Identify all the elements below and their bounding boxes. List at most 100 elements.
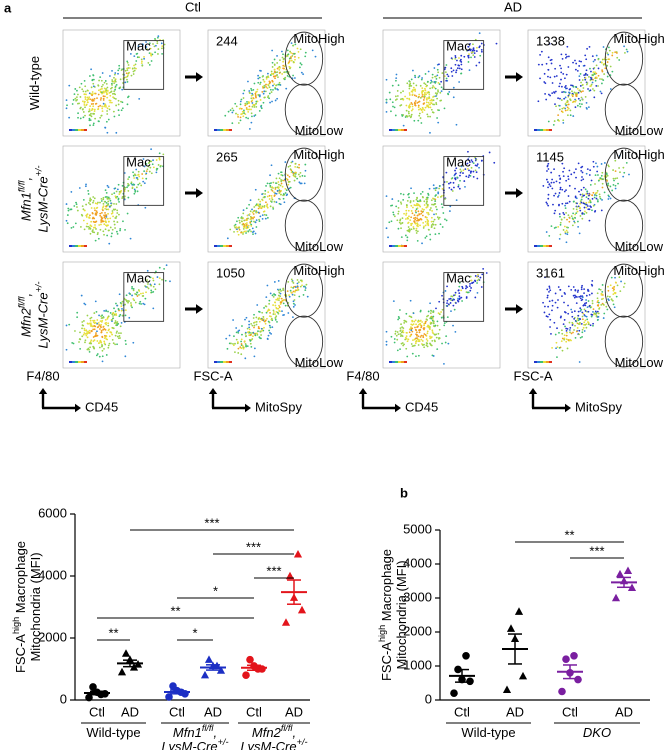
event-dot (141, 60, 143, 63)
event-dot (454, 54, 457, 57)
event-dot (593, 210, 596, 213)
event-dot (432, 325, 435, 327)
event-dot (76, 311, 79, 314)
event-dot (113, 76, 115, 79)
event-dot (242, 225, 245, 228)
event-dot (554, 301, 557, 304)
event-dot (435, 77, 438, 80)
event-dot (314, 55, 317, 58)
event-dot (101, 336, 104, 339)
event-dot (427, 97, 430, 100)
event-dot (416, 200, 419, 203)
event-dot (444, 218, 446, 221)
event-dot (305, 283, 308, 286)
event-dot (125, 76, 127, 79)
event-dot (590, 315, 593, 318)
event-dot (106, 131, 109, 134)
event-dot (240, 340, 243, 343)
event-dot (255, 316, 258, 319)
event-dot (572, 286, 575, 288)
event-dot (563, 225, 566, 228)
event-dot (418, 329, 420, 332)
event-dot (417, 320, 419, 323)
event-dot (549, 59, 552, 62)
event-dot (587, 321, 589, 323)
event-dot (242, 92, 245, 95)
event-dot (579, 73, 582, 75)
y-tick-label: 4000 (403, 555, 432, 570)
event-dot (253, 103, 256, 106)
event-dot (229, 109, 232, 112)
color-scale (546, 129, 549, 131)
event-dot (406, 97, 409, 100)
event-dot (136, 295, 139, 297)
event-dot (560, 53, 563, 56)
event-dot (424, 89, 427, 92)
event-dot (401, 335, 404, 338)
event-dot (452, 86, 455, 89)
event-dot (419, 310, 422, 313)
event-dot (549, 318, 552, 321)
event-dot (91, 107, 94, 110)
event-dot (243, 340, 246, 343)
event-dot (397, 212, 400, 215)
arrow-head (196, 72, 203, 82)
event-dot (259, 81, 262, 84)
event-dot (271, 294, 274, 297)
event-dot (245, 232, 247, 234)
event-dot (591, 209, 593, 212)
event-dot (271, 66, 274, 68)
event-dot (79, 226, 82, 228)
event-dot (436, 68, 439, 71)
event-dot (426, 222, 429, 224)
gate (284, 199, 324, 252)
event-dot (614, 170, 617, 173)
event-dot (130, 302, 132, 304)
event-dot (413, 101, 416, 104)
event-dot (446, 299, 449, 302)
event-dot (99, 320, 102, 323)
event-dot (564, 231, 567, 233)
event-dot (269, 200, 272, 203)
event-dot (579, 85, 582, 87)
event-dot (67, 207, 70, 210)
event-dot (276, 307, 278, 310)
event-dot (292, 74, 295, 77)
event-dot (287, 183, 290, 186)
event-dot (281, 185, 284, 188)
event-dot (92, 74, 95, 77)
event-dot (87, 193, 90, 195)
event-dot (257, 203, 259, 206)
x-tick-label: Ctl (562, 704, 578, 719)
event-dot (93, 217, 96, 220)
label: Wild-type (461, 725, 515, 740)
event-dot (306, 295, 309, 298)
color-scale (81, 245, 84, 247)
event-dot (470, 56, 472, 59)
event-dot (72, 226, 75, 228)
event-dot (83, 228, 86, 231)
event-dot (567, 103, 570, 106)
event-dot (573, 296, 576, 299)
event-dot (237, 115, 239, 118)
event-dot (598, 307, 601, 310)
event-dot (425, 93, 428, 96)
event-dot (584, 210, 586, 213)
event-dot (287, 53, 290, 56)
event-dot (83, 209, 86, 212)
event-dot (554, 103, 556, 106)
event-dot (82, 324, 85, 327)
event-dot (405, 331, 408, 334)
event-dot (576, 210, 579, 213)
event-dot (261, 319, 264, 321)
data-point (285, 571, 295, 580)
event-dot (577, 319, 580, 322)
event-dot (299, 62, 302, 65)
event-dot (397, 200, 400, 202)
event-dot (394, 330, 397, 333)
event-dot (416, 325, 419, 328)
event-dot (392, 213, 395, 216)
color-scale (401, 245, 404, 247)
event-dot (244, 104, 247, 107)
event-dot (248, 326, 251, 329)
